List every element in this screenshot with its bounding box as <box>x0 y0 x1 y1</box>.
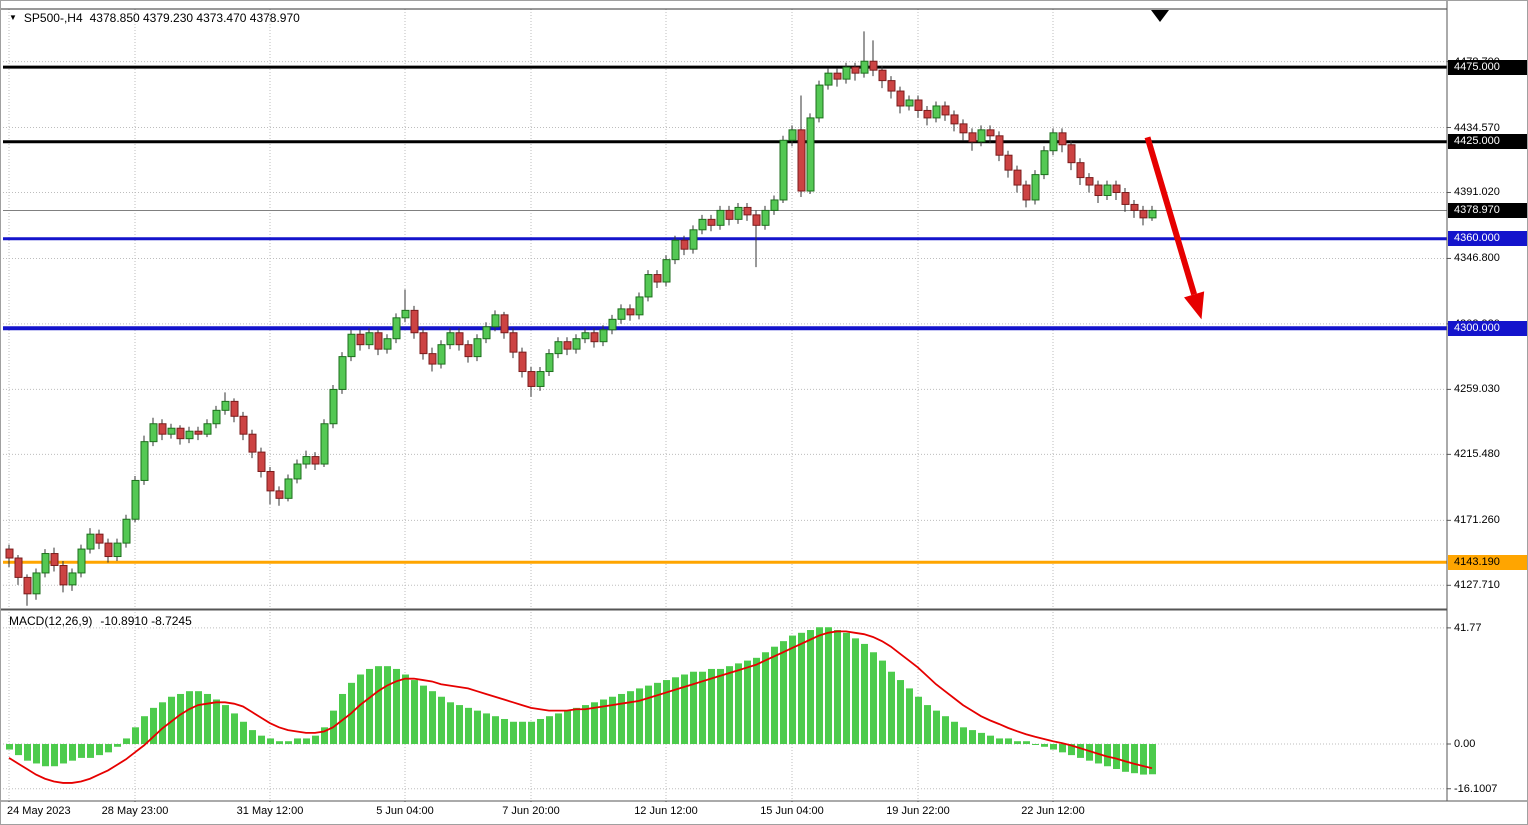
current-price-badge: 4378.970 <box>1448 202 1527 218</box>
chart-ohlc-header: ▼ SP500-,H4 4378.850 4379.230 4373.470 4… <box>9 11 300 25</box>
price-axis[interactable]: 4478.7004434.5704391.0204346.8004302.920… <box>1448 1 1527 801</box>
time-axis[interactable]: 24 May 2023 28 May 23:00 31 May 12:00 5 Jun… <box>1 802 1527 824</box>
time-axis-label: 19 Jun 22:00 <box>886 805 950 817</box>
price-level-badge: 4300.000 <box>1448 320 1527 336</box>
price-axis-label: 4391.020 <box>1454 186 1500 199</box>
time-axis-label: 12 Jun 12:00 <box>634 805 698 817</box>
price-level-badge: 4143.190 <box>1448 554 1527 570</box>
macd-indicator-label: MACD(12,26,9) -10.8910 -8.7245 <box>9 614 192 628</box>
time-axis-label: 15 Jun 04:00 <box>760 805 824 817</box>
price-axis-label: 4171.260 <box>1454 514 1500 527</box>
macd-signal-line <box>8 630 1153 784</box>
price-level-badge: 4425.000 <box>1448 134 1527 150</box>
time-axis-label: 22 Jun 12:00 <box>1021 805 1085 817</box>
price-axis-label: 4346.800 <box>1454 252 1500 265</box>
candlesticks <box>5 31 1157 606</box>
autoscroll-marker-icon <box>1151 10 1169 22</box>
macd-axis-label: -16.1007 <box>1454 782 1498 795</box>
macd-axis-label: 41.77 <box>1454 621 1482 634</box>
time-axis-label: 24 May 2023 <box>7 805 71 817</box>
price-axis-label: 4215.480 <box>1454 448 1500 461</box>
chart-ohlc-values: 4378.850 4379.230 4373.470 4378.970 <box>89 11 300 25</box>
gridlines <box>3 9 1447 800</box>
macd-histogram <box>6 627 1156 775</box>
panel-frames <box>1 1 1527 805</box>
macd-axis-label: 0.00 <box>1454 738 1476 750</box>
price-level-badge: 4475.000 <box>1448 59 1527 75</box>
macd-indicator-values: -10.8910 -8.7245 <box>100 614 192 628</box>
time-axis-label: 31 May 12:00 <box>236 805 304 817</box>
trend-arrow <box>1144 136 1205 320</box>
time-axis-label: 28 May 23:00 <box>101 805 169 817</box>
chart-collapse-icon[interactable]: ▼ <box>9 13 17 22</box>
price-level-badge: 4360.000 <box>1448 231 1527 247</box>
macd-indicator-name: MACD(12,26,9) <box>9 614 93 628</box>
time-axis-label: 7 Jun 20:00 <box>502 805 560 817</box>
time-axis-label: 5 Jun 04:00 <box>376 805 434 817</box>
price-axis-label: 4259.030 <box>1454 383 1500 396</box>
price-axis-label: 4434.570 <box>1454 121 1500 134</box>
chart-symbol-timeframe: SP500-,H4 <box>23 11 83 25</box>
price-axis-label: 4127.710 <box>1454 579 1500 592</box>
horizontal-level-lines <box>3 65 1447 564</box>
